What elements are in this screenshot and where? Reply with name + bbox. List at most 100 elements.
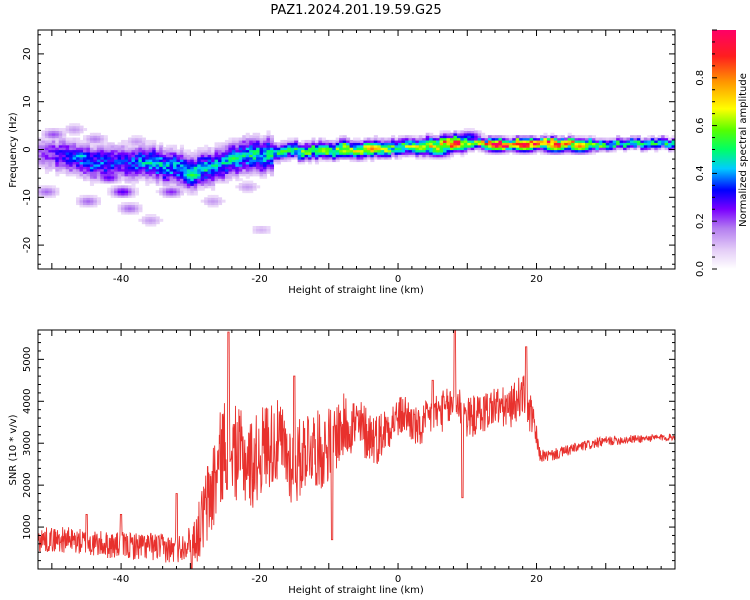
heatmap-cell	[387, 142, 392, 146]
heatmap-cell	[332, 159, 337, 163]
heatmap-cell	[539, 149, 545, 153]
heatmap-cell	[546, 151, 551, 155]
heatmap-cell	[242, 135, 247, 139]
heatmap-cell	[117, 187, 122, 191]
heatmap-cell	[636, 139, 641, 143]
heatmap-cell	[501, 139, 506, 143]
heatmap-cell	[221, 151, 226, 155]
heatmap-cell	[173, 151, 178, 155]
heatmap-cell	[107, 178, 112, 182]
heatmap-cell	[356, 154, 361, 158]
heatmap-cell	[536, 135, 541, 139]
heatmap-cell	[245, 137, 250, 141]
heatmap-cell	[425, 151, 430, 155]
heatmap-cell	[321, 154, 326, 158]
heatmap-cell	[86, 173, 91, 177]
heatmap-cell	[353, 149, 358, 153]
heatmap-cell	[245, 159, 250, 163]
heatmap-cell	[498, 139, 503, 143]
heatmap-cell	[117, 192, 122, 196]
heatmap-cell	[162, 187, 167, 191]
heatmap-cell	[55, 151, 60, 155]
heatmap-cell	[58, 151, 63, 155]
heatmap-cell	[491, 144, 496, 148]
heatmap-cell	[297, 149, 302, 153]
heatmap-cell	[214, 168, 219, 172]
heatmap-cell	[58, 135, 63, 139]
heatmap-cell	[96, 159, 101, 163]
heatmap-cell	[72, 171, 77, 174]
heatmap-cell	[349, 144, 354, 148]
heatmap-cell	[162, 159, 167, 163]
heatmap-cell	[128, 178, 133, 182]
heatmap-cell	[93, 166, 98, 170]
heatmap-cell	[505, 142, 510, 146]
heatmap-cell	[173, 175, 178, 179]
heatmap-cell	[366, 149, 371, 153]
heatmap-cell	[269, 149, 275, 153]
heatmap-cell	[48, 151, 53, 155]
heatmap-cell	[162, 173, 167, 177]
heatmap-cell	[128, 202, 133, 206]
heatmap-cell	[543, 137, 548, 141]
heatmap-cell	[235, 163, 240, 167]
heatmap-cell	[155, 180, 160, 184]
heatmap-cell	[44, 163, 49, 167]
heatmap-cell	[415, 154, 420, 158]
heatmap-cell	[86, 204, 91, 208]
heatmap-cell	[546, 144, 551, 148]
heatmap-cell	[546, 135, 551, 139]
heatmap-cell	[76, 163, 81, 167]
heatmap-cell	[224, 175, 230, 179]
heatmap-cell	[55, 130, 60, 134]
heatmap-cell	[69, 139, 74, 143]
heatmap-cell	[522, 151, 527, 155]
heatmap-cell	[623, 149, 628, 153]
heatmap-cell	[193, 173, 198, 177]
heatmap-cell	[242, 187, 247, 191]
heatmap-cell	[363, 159, 368, 163]
heatmap-cell	[38, 142, 43, 146]
heatmap-cell	[62, 147, 67, 151]
heatmap-cell	[124, 147, 129, 151]
heatmap-cell	[69, 173, 74, 177]
heatmap-cell	[266, 225, 271, 229]
heatmap-cell	[404, 142, 410, 146]
heatmap-cell	[218, 171, 223, 174]
heatmap-cell	[494, 147, 500, 151]
heatmap-cell	[114, 144, 119, 148]
heatmap-cell	[456, 149, 461, 153]
heatmap-cell	[197, 163, 202, 167]
heatmap-cell	[252, 151, 257, 155]
heatmap-cell	[238, 147, 243, 151]
heatmap-cell	[224, 142, 230, 146]
heatmap-cell	[51, 147, 56, 151]
heatmap-cell	[259, 142, 264, 146]
heatmap-cell	[134, 204, 139, 208]
heatmap-cell	[256, 132, 261, 136]
heatmap-cell	[273, 154, 278, 158]
heatmap-cell	[318, 147, 323, 151]
heatmap-cell	[211, 173, 216, 177]
heatmap-cell	[623, 147, 628, 151]
heatmap-cell	[418, 147, 423, 151]
heatmap-cell	[249, 187, 254, 191]
heatmap-cell	[83, 144, 88, 148]
heatmap-cell	[308, 154, 313, 158]
heatmap-cell	[391, 144, 396, 148]
heatmap-cell	[266, 228, 271, 232]
heatmap-cell	[89, 163, 94, 167]
heatmap-cell	[51, 132, 56, 136]
heatmap-cell	[131, 163, 136, 167]
heatmap-cell	[522, 135, 527, 139]
heatmap-cell	[515, 151, 520, 155]
heatmap-cell	[294, 149, 299, 153]
heatmap-cell	[373, 154, 378, 158]
heatmap-cell	[301, 159, 306, 163]
heatmap-cell	[86, 156, 91, 160]
heatmap-cell	[55, 168, 60, 172]
heatmap-cell	[159, 142, 164, 146]
heatmap-cell	[456, 137, 461, 141]
heatmap-cell	[204, 197, 209, 201]
